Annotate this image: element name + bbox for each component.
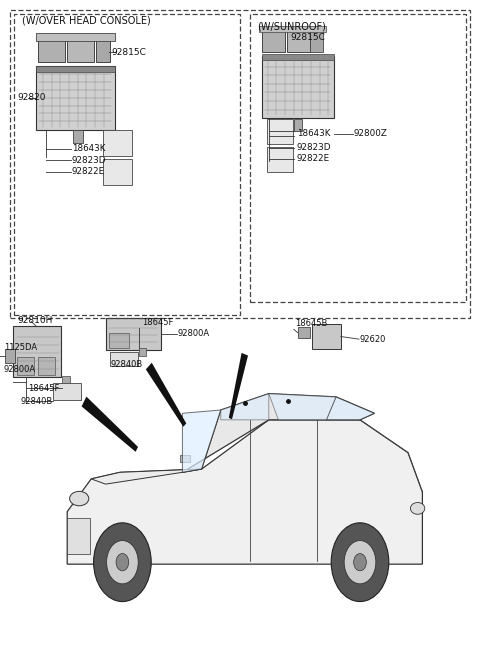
Bar <box>180 455 190 462</box>
Text: 92820: 92820 <box>17 93 46 102</box>
Polygon shape <box>221 394 269 420</box>
Text: 18643K: 18643K <box>72 144 106 154</box>
Bar <box>109 333 129 348</box>
Text: 92822E: 92822E <box>72 167 105 176</box>
Polygon shape <box>182 410 221 472</box>
Bar <box>103 159 132 185</box>
Bar <box>103 130 132 156</box>
Bar <box>17 357 34 375</box>
Text: 1125DA: 1125DA <box>4 342 37 352</box>
Bar <box>267 119 293 144</box>
Bar <box>10 10 470 318</box>
Text: 92840B: 92840B <box>21 397 53 406</box>
Text: 92800A: 92800A <box>4 365 36 375</box>
Bar <box>53 383 81 400</box>
Polygon shape <box>146 363 186 427</box>
Bar <box>312 324 341 349</box>
Bar <box>262 56 334 118</box>
Bar <box>294 119 302 131</box>
Bar <box>267 147 293 172</box>
Polygon shape <box>229 353 248 419</box>
Bar <box>259 26 326 32</box>
Circle shape <box>331 523 389 602</box>
Circle shape <box>94 523 151 602</box>
Polygon shape <box>67 420 422 564</box>
Text: 92822E: 92822E <box>297 154 330 163</box>
Bar <box>36 66 115 72</box>
Bar <box>96 37 110 62</box>
Polygon shape <box>182 394 374 472</box>
Polygon shape <box>326 397 374 420</box>
Text: (W/OVER HEAD CONSOLE): (W/OVER HEAD CONSOLE) <box>22 16 150 26</box>
Text: 92823D: 92823D <box>72 155 107 165</box>
Bar <box>250 14 466 302</box>
Text: 18643K: 18643K <box>297 129 330 138</box>
Polygon shape <box>269 394 336 420</box>
Text: 92840B: 92840B <box>110 360 143 369</box>
Bar <box>13 326 61 377</box>
Ellipse shape <box>70 491 89 506</box>
Bar <box>67 37 94 62</box>
Text: (W/SUNROOF): (W/SUNROOF) <box>257 21 325 31</box>
Bar <box>38 37 65 62</box>
Bar <box>36 33 115 41</box>
Circle shape <box>116 554 129 571</box>
Text: 18645B: 18645B <box>295 319 327 328</box>
Bar <box>36 66 115 130</box>
Circle shape <box>344 541 376 584</box>
Bar <box>139 348 146 356</box>
Bar <box>62 376 70 385</box>
Text: 92800Z: 92800Z <box>354 129 388 138</box>
Text: 92823D: 92823D <box>297 143 331 152</box>
Ellipse shape <box>410 502 425 514</box>
Circle shape <box>354 554 366 571</box>
Text: 18645F: 18645F <box>142 318 173 327</box>
Bar <box>14 14 240 315</box>
Text: 18645F: 18645F <box>28 384 59 393</box>
Circle shape <box>107 541 138 584</box>
Polygon shape <box>91 469 202 484</box>
Text: 92810H: 92810H <box>17 316 53 325</box>
Bar <box>262 30 285 52</box>
Bar <box>310 30 323 52</box>
Text: 92620: 92620 <box>360 335 386 344</box>
Text: 92800A: 92800A <box>178 329 210 338</box>
Bar <box>262 54 334 60</box>
Polygon shape <box>82 397 138 452</box>
Bar <box>110 352 138 366</box>
Text: 92815C: 92815C <box>111 48 146 57</box>
Bar <box>73 130 83 143</box>
Bar <box>287 30 310 52</box>
Bar <box>67 518 90 554</box>
Bar <box>106 318 161 350</box>
Bar <box>298 327 310 338</box>
Text: 92815C: 92815C <box>290 33 325 42</box>
Bar <box>38 357 55 375</box>
Bar <box>5 349 15 363</box>
